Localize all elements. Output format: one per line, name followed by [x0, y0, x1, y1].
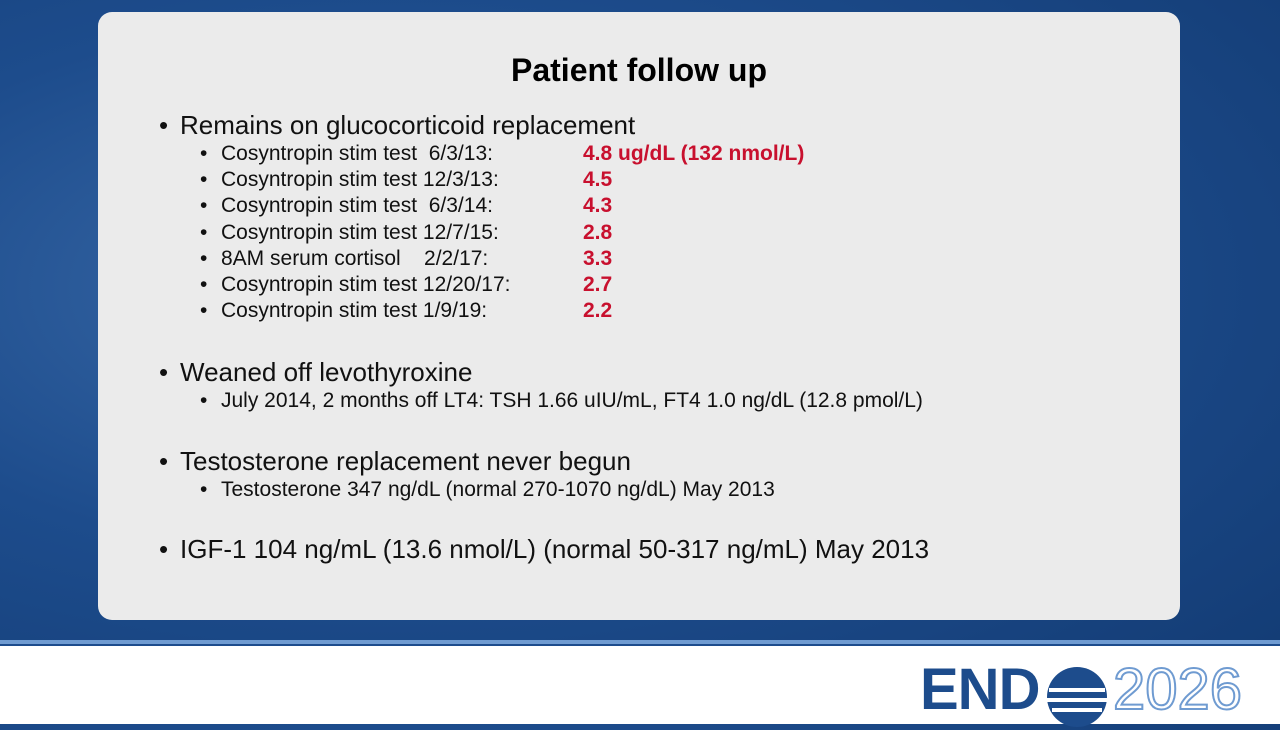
result-value: 2.2 [583, 299, 613, 323]
bullet: IGF-1 104 ng/mL (13.6 nmol/L) (normal 50… [159, 534, 929, 565]
content-panel: Patient follow up Remains on glucocortic… [98, 12, 1180, 620]
sub-bullet: July 2014, 2 months off LT4: TSH 1.66 uI… [200, 389, 923, 413]
logo-year: 2026 [1112, 656, 1243, 723]
result-value: 4.5 [583, 168, 613, 192]
result-value: 2.8 [583, 220, 613, 244]
result-value: 4.3 [583, 194, 613, 218]
footer: END 2026 [0, 640, 1280, 727]
sub-bullet: Cosyntropin stim test 12/20/17: [200, 273, 511, 297]
slide-title: Patient follow up [511, 52, 767, 88]
sub-bullet: Cosyntropin stim test 1/9/19: [200, 299, 487, 323]
sub-bullet: 8AM serum cortisol 2/2/17: [200, 247, 488, 271]
logo-text: END [920, 657, 1040, 722]
sub-bullet: Cosyntropin stim test 12/3/13: [200, 168, 499, 192]
sub-bullet: Cosyntropin stim test 12/7/15: [200, 221, 499, 245]
sub-bullet: Cosyntropin stim test 6/3/14: [200, 194, 493, 218]
result-value: 4.8 ug/dL (132 nmol/L) [583, 142, 805, 165]
result-value: 2.7 [583, 273, 613, 296]
bullet: Remains on glucocorticoid replacement [159, 110, 635, 141]
bullet: Testosterone replacement never begun [159, 446, 631, 477]
bullet: Weaned off levothyroxine [159, 357, 472, 388]
sub-bullet: Cosyntropin stim test 6/3/13: [200, 142, 493, 166]
logo-globe [1047, 667, 1107, 727]
result-value: 3.3 [583, 246, 613, 270]
sub-bullet: Testosterone 347 ng/dL (normal 270-1070 … [200, 478, 775, 502]
